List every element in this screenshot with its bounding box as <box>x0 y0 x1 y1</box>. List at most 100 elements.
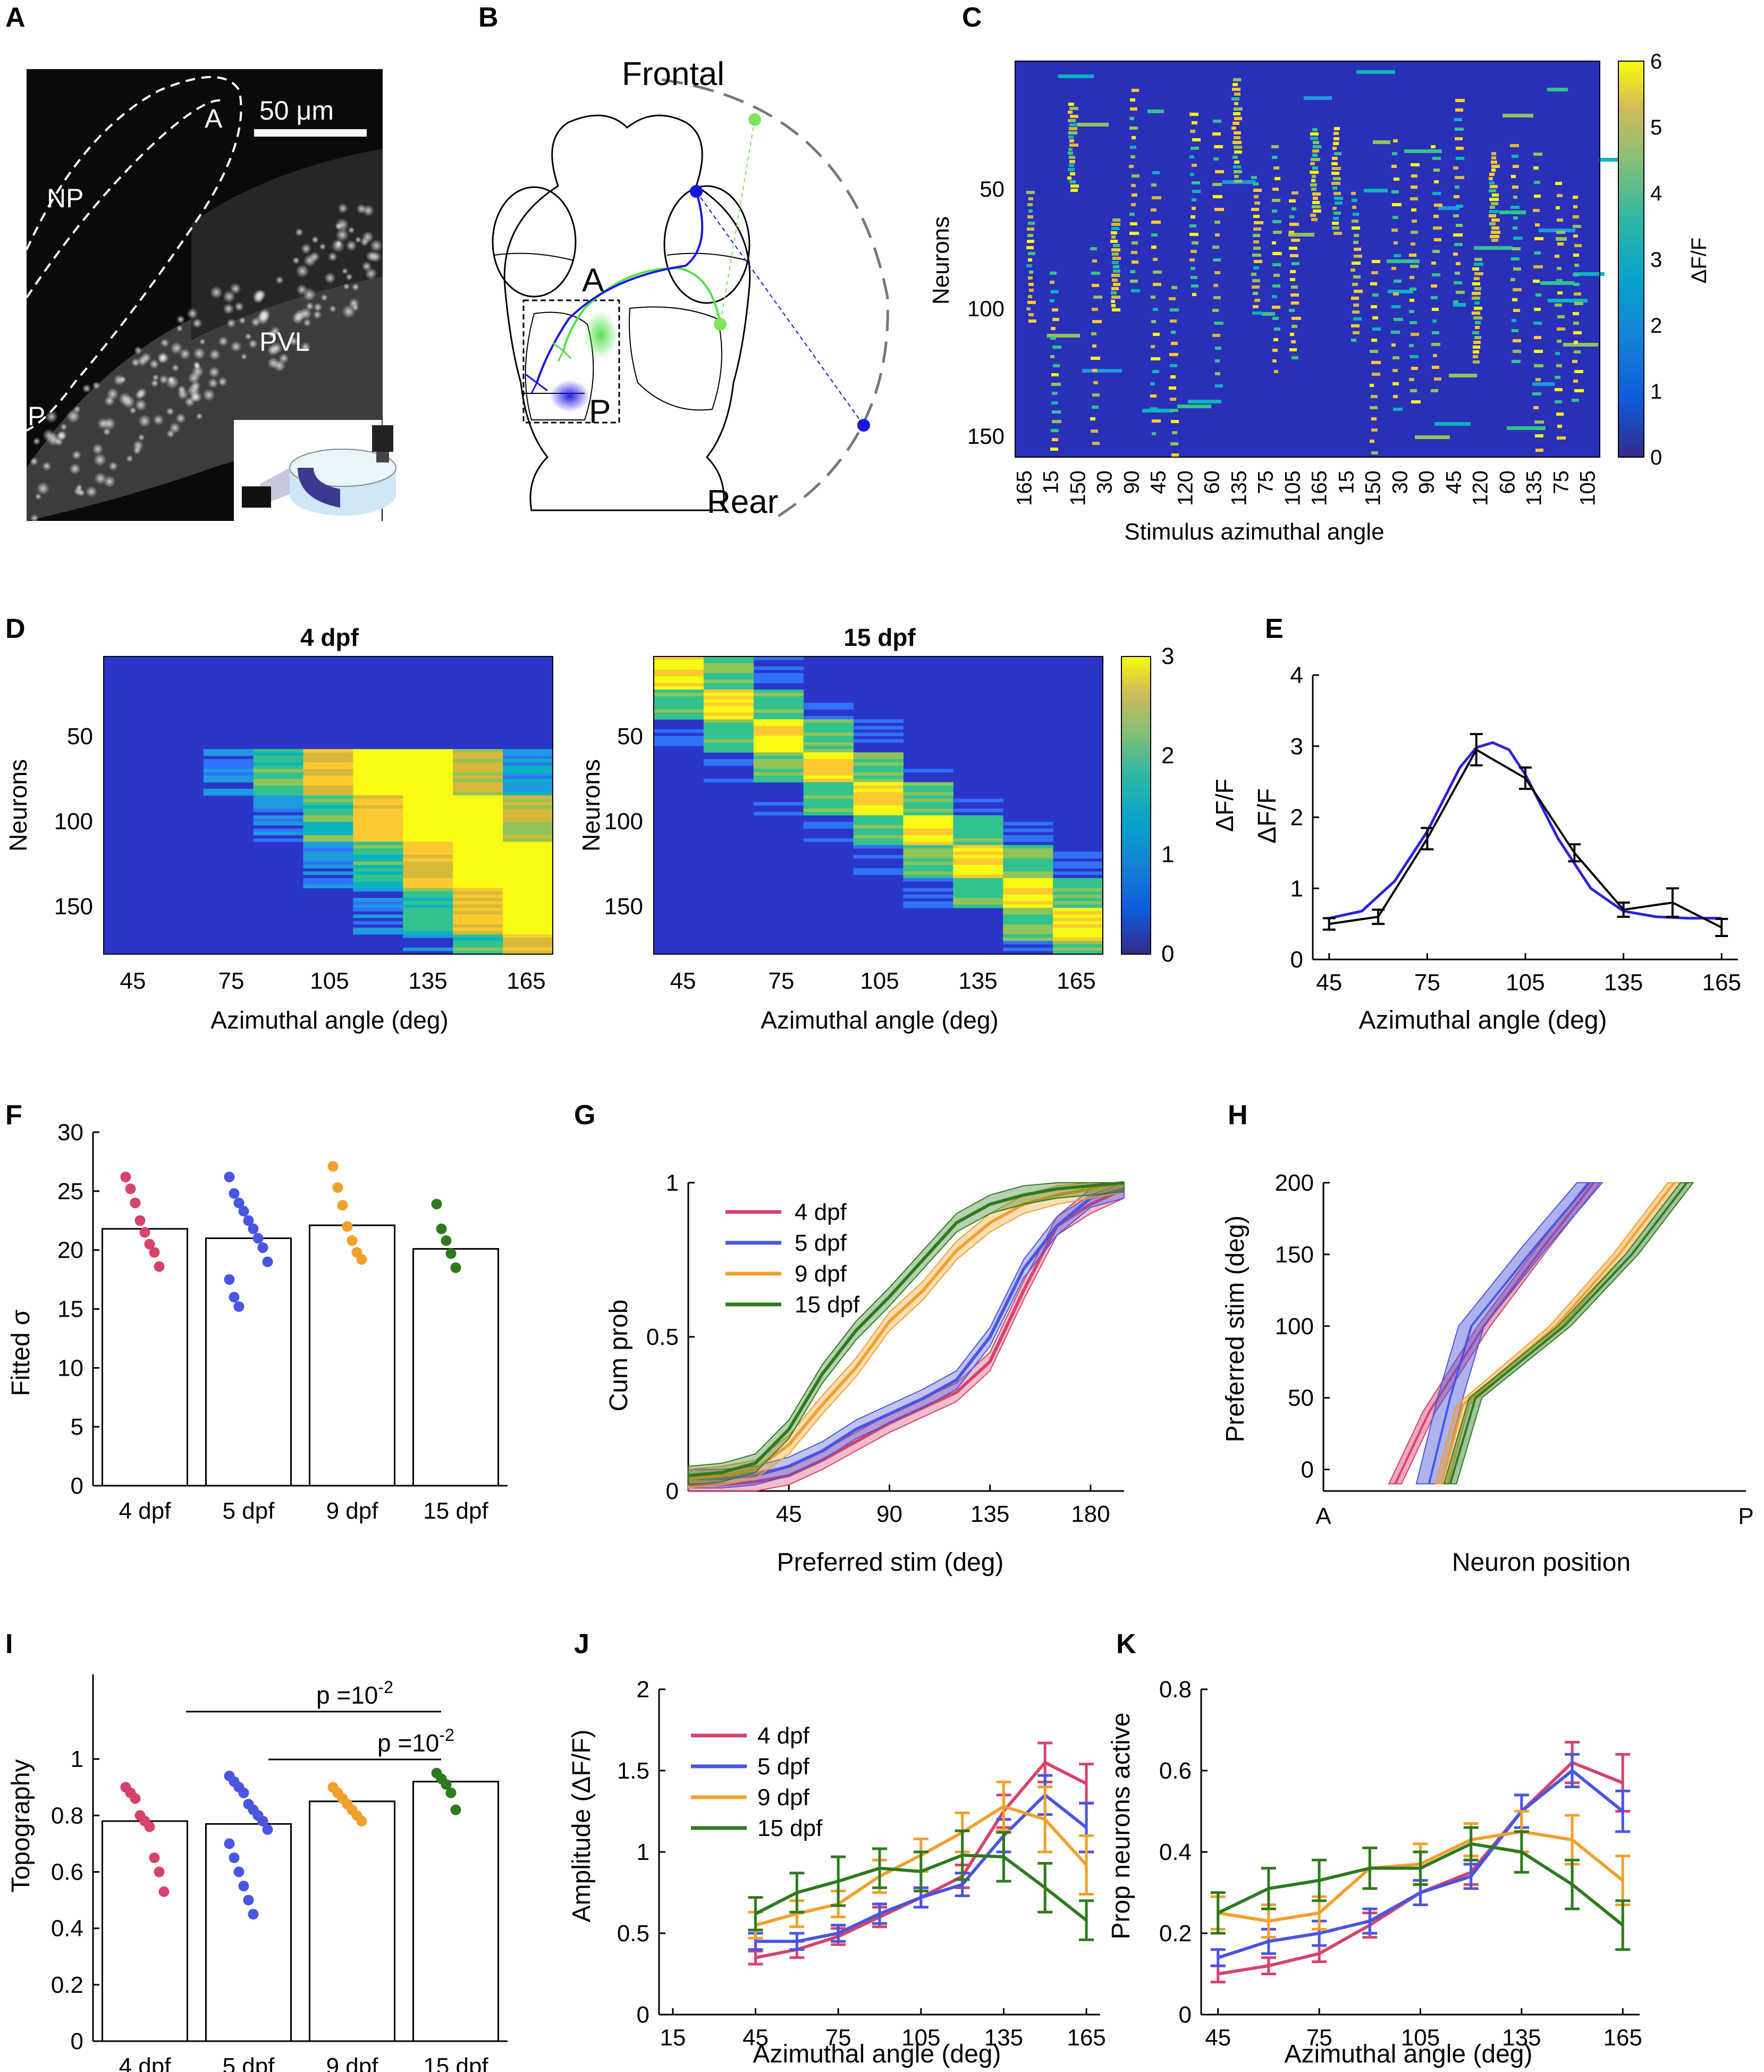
heatmap-cell <box>1454 281 1462 284</box>
data-point <box>224 1274 235 1285</box>
legend-label: 5 dpf <box>757 1754 810 1780</box>
heatmap-cell <box>453 911 503 915</box>
heatmap-cell <box>1273 274 1280 277</box>
heatmap-cell <box>1131 251 1137 254</box>
heatmap-cell <box>1069 160 1075 163</box>
heatmap-cell <box>703 673 754 677</box>
heatmap-cell <box>654 742 704 746</box>
heatmap-cell <box>1289 223 1299 226</box>
heatmap-cell <box>1003 934 1053 938</box>
neuron-soma <box>292 256 300 265</box>
heatmap-cell <box>1334 152 1341 155</box>
heatmap-cell <box>253 779 304 782</box>
heatmap-cell <box>1289 348 1297 351</box>
heatmap-cell <box>1410 197 1418 200</box>
heatmap-cell <box>853 739 904 743</box>
heatmap-cell <box>1513 196 1517 199</box>
y-tick-label: 0.6 <box>1159 1758 1192 1784</box>
heatmap-cell <box>903 871 953 875</box>
heatmap-cell <box>903 792 953 796</box>
heatmap-cell <box>403 852 453 855</box>
heatmap-cell <box>1491 156 1496 159</box>
heatmap-cell <box>1332 187 1337 190</box>
heatmap-cell <box>253 782 304 786</box>
neuron-soma <box>239 317 246 324</box>
neuron-soma <box>192 318 202 329</box>
heatmap-cell <box>403 917 453 922</box>
green-ray <box>720 119 755 325</box>
heatmap-cell <box>453 861 503 865</box>
heatmap-cell <box>253 831 304 836</box>
heatmap-cell <box>1189 155 1194 158</box>
heatmap-cell <box>1475 321 1481 324</box>
heatmap-cell <box>1053 914 1103 918</box>
heatmap-cell <box>1132 260 1138 264</box>
heatmap-cell <box>1051 290 1059 293</box>
heatmap-cell <box>1513 165 1519 168</box>
heatmap-cell <box>503 805 553 809</box>
heatmap-cell <box>1092 320 1102 323</box>
heatmap-cell <box>1192 207 1196 210</box>
heatmap-cell <box>1051 429 1059 432</box>
heatmap-cell <box>503 779 553 782</box>
heatmap-cell <box>1411 186 1417 189</box>
heatmap-cell <box>403 931 453 935</box>
heatmap-cell <box>1311 158 1320 161</box>
d-left-xtick: 45 <box>120 968 146 994</box>
heatmap-cell <box>1003 874 1053 879</box>
heatmap-cell <box>1312 201 1320 204</box>
heatmap-cell <box>1372 327 1381 331</box>
heatmap-cell <box>1029 271 1033 274</box>
heatmap-cell <box>353 914 403 918</box>
heatmap-cell <box>1069 127 1077 130</box>
heatmap-cell <box>1557 267 1562 270</box>
heatmap-cell <box>1371 451 1378 454</box>
legend-label: 5 dpf <box>795 1230 847 1256</box>
heatmap-cell <box>654 739 704 743</box>
heatmap-cell <box>803 729 854 733</box>
heatmap-cell <box>1489 173 1495 176</box>
heatmap-cell <box>1234 117 1242 120</box>
heatmap-cell <box>1333 137 1339 140</box>
heatmap-cell <box>1069 139 1074 142</box>
heatmap-cell <box>353 852 403 855</box>
heatmap-cell <box>803 805 854 809</box>
heatmap-cell <box>1151 296 1155 299</box>
heatmap-cell <box>453 924 503 928</box>
heatmap-cell <box>1234 102 1238 105</box>
heatmap-cell <box>1169 353 1178 356</box>
heatmap-cell <box>1113 269 1120 273</box>
heatmap-cell <box>1053 878 1103 882</box>
heatmap-cell <box>1434 422 1471 426</box>
heatmap-cell <box>1254 299 1260 302</box>
heatmap-cell <box>1332 157 1338 160</box>
heatmap-cell <box>1391 343 1396 347</box>
data-point <box>257 1242 268 1253</box>
heatmap-cell <box>1152 419 1161 423</box>
heatmap-d-left-frame <box>103 656 553 955</box>
neuron-soma <box>152 374 159 381</box>
neuron-soma <box>86 486 97 498</box>
heatmap-cell <box>453 782 503 786</box>
data-point <box>257 1816 268 1826</box>
heatmap-cell <box>1112 257 1121 260</box>
neuron-soma <box>175 413 186 424</box>
heatmap-cell <box>1113 265 1119 268</box>
heatmap-cell <box>903 831 953 836</box>
heatmap-cell <box>753 749 804 753</box>
heatmap-cell <box>1599 158 1634 162</box>
heatmap-cell <box>703 706 754 710</box>
heatmap-cell <box>1474 336 1481 339</box>
heatmap-cell <box>1093 381 1098 384</box>
heatmap-c-frame <box>1015 61 1600 458</box>
heatmap-cell <box>654 666 704 670</box>
label-P: P <box>28 401 45 431</box>
heatmap-cell <box>353 805 403 809</box>
heatmap-cell <box>353 795 403 799</box>
heatmap-cell <box>1352 226 1360 230</box>
heatmap-cell <box>953 845 1003 849</box>
heatmap-cell <box>1547 88 1568 91</box>
heatmap-cell <box>1370 350 1378 353</box>
heatmap-cell <box>1053 855 1103 858</box>
heatmap-cell <box>453 838 503 842</box>
